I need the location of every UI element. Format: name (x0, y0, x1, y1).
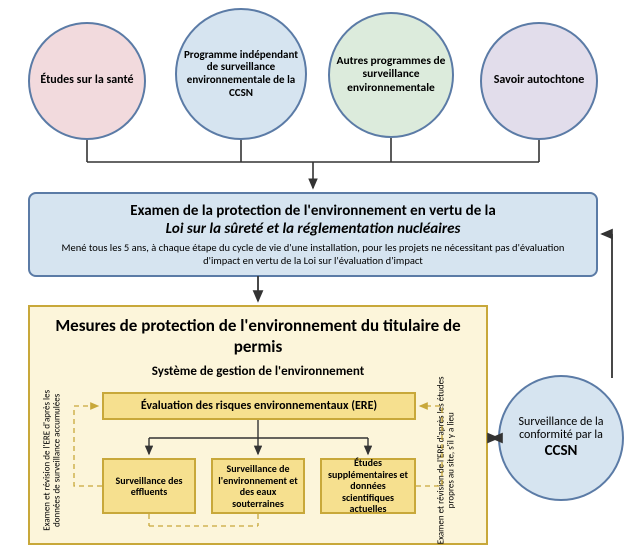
circle-iemp: Programme indépendant de surveillance en… (175, 8, 307, 140)
circle-label: Programme indépendant de surveillance en… (183, 49, 299, 100)
circle-health-studies: Études sur la santé (28, 22, 146, 140)
vtext-right: Examen et révision de l'ERE d'après les … (437, 375, 458, 545)
ere-box: Évaluation des risques environnementaux … (102, 392, 416, 420)
sub-label: Surveillance de l'environnement et des e… (217, 463, 299, 509)
circle-label: Savoir autochtone (494, 74, 585, 88)
ere-label: Évaluation des risques environnementaux … (141, 399, 377, 413)
system-title: Système de gestion de l'environnement (40, 364, 476, 379)
exam-title: Examen de la protection de l'environneme… (42, 202, 584, 220)
ccsn-line1: Surveillance de la conformité par la (506, 416, 616, 444)
ccsn-content: Surveillance de la conformité par la CCS… (506, 416, 616, 461)
sub-box-env-groundwater: Surveillance de l'environnement et des e… (211, 458, 305, 514)
ccsn-line2: CCSN (506, 443, 616, 460)
circle-ccsn: Surveillance de la conformité par la CCS… (498, 375, 624, 501)
vtext-left: Examen et révision de l'ERE d'après les … (43, 375, 64, 545)
exam-caption: Mené tous les 5 ans, à chaque étape du c… (42, 242, 584, 267)
exam-subtitle: Loi sur la sûreté et la réglementation n… (42, 220, 584, 238)
sub-box-studies: Études supplémentaires et données scient… (320, 458, 416, 514)
circle-label: Études sur la santé (40, 74, 133, 88)
sub-box-effluents: Surveillance des effluents (102, 458, 196, 514)
circle-label: Autres programmes de surveillance enviro… (336, 55, 446, 95)
sub-label: Études supplémentaires et données scient… (326, 457, 410, 515)
circle-indigenous-knowledge: Savoir autochtone (480, 22, 598, 140)
exam-box: Examen de la protection de l'environneme… (28, 192, 598, 277)
circle-other-programs: Autres programmes de surveillance enviro… (328, 12, 454, 138)
sub-label: Surveillance des effluents (108, 475, 190, 498)
mesures-title: Mesures de protection de l'environnement… (40, 315, 476, 358)
